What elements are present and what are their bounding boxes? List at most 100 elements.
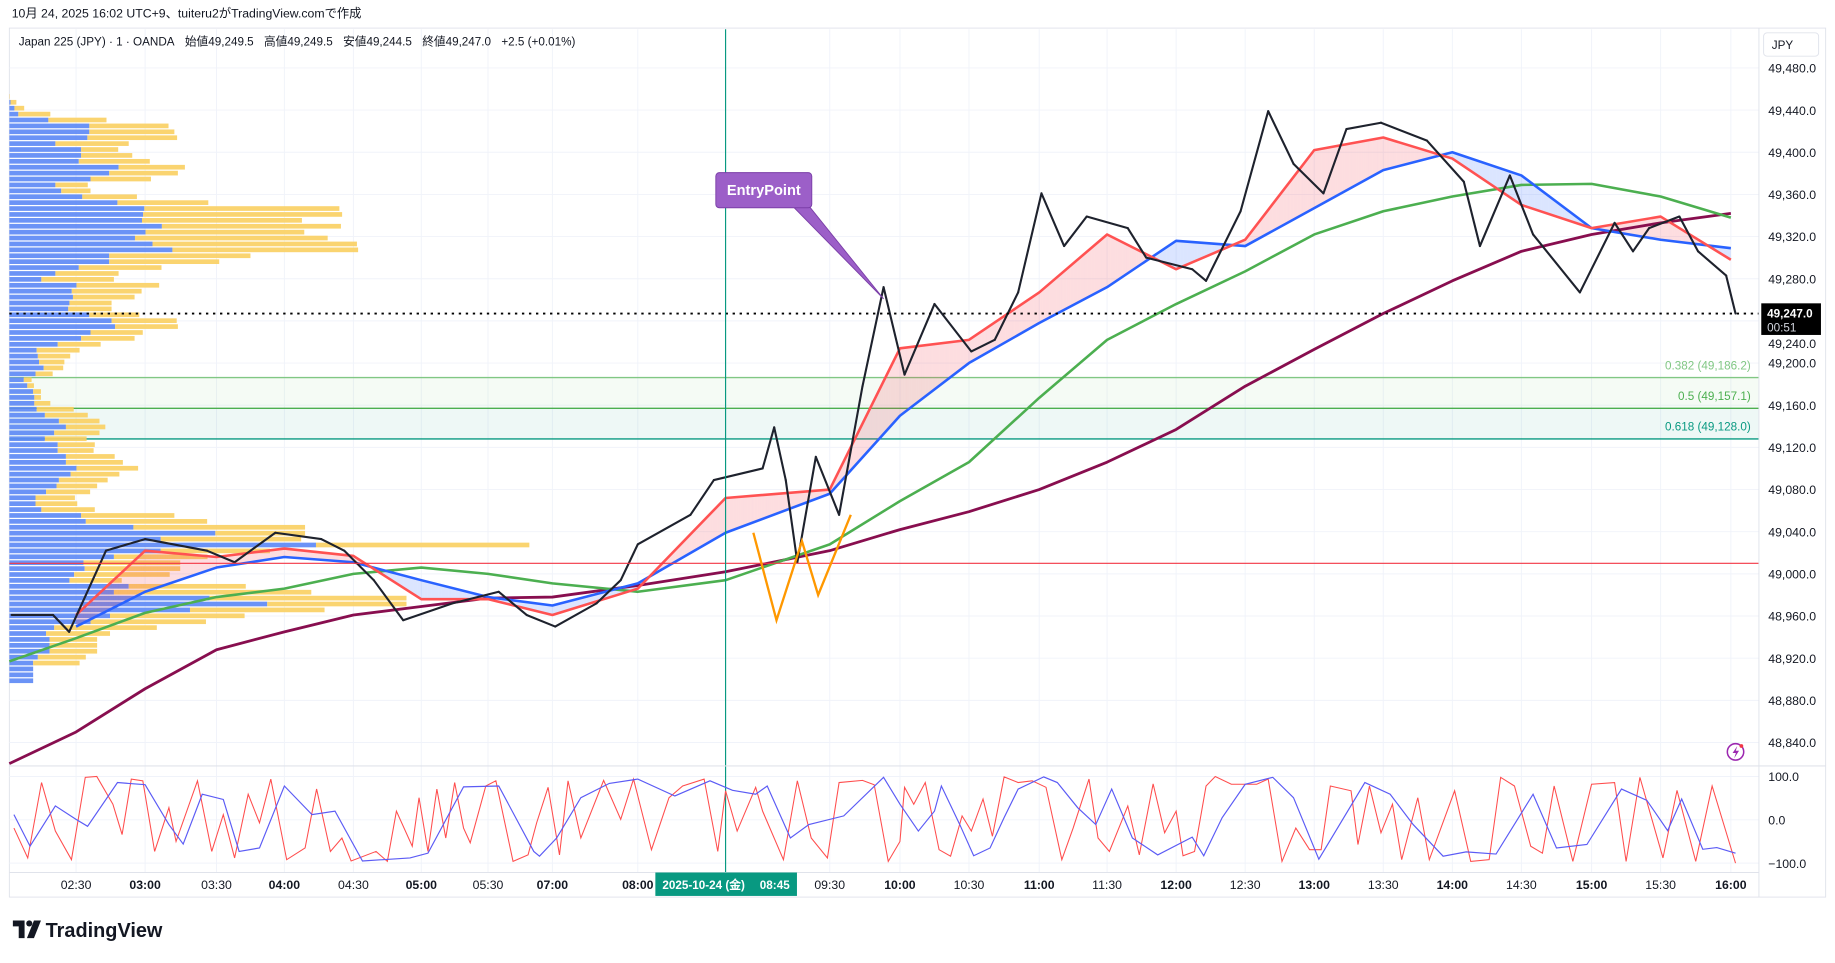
price-tick-label: 49,400.0	[1768, 146, 1816, 160]
currency-button[interactable]: JPY	[1764, 33, 1819, 56]
vp-down-bar	[33, 389, 41, 394]
cloud-slice-bull	[170, 553, 172, 584]
vp-down-bar	[115, 324, 178, 329]
vp-up-bar	[9, 159, 78, 164]
cloud-slice-bull	[907, 347, 909, 410]
close-point	[713, 479, 715, 481]
vp-up-bar	[9, 578, 69, 583]
vp-down-bar	[27, 383, 34, 388]
vp-up-bar	[9, 472, 70, 477]
cloud-slice-bull	[731, 497, 733, 530]
close-point	[762, 467, 764, 469]
vp-down-bar	[135, 236, 328, 241]
cloud-slice-bear	[1202, 243, 1204, 258]
close-point	[105, 550, 107, 552]
cloud-slice-bear	[1523, 176, 1525, 206]
cloud-slice-bull	[1398, 142, 1400, 166]
vp-down-bar	[133, 525, 305, 530]
time-tick-label: 08:00	[622, 878, 654, 892]
cloud-slice-bull	[123, 569, 125, 603]
cloud-slice-bull	[125, 567, 127, 602]
cloud-slice-bull	[1057, 275, 1059, 313]
vp-down-bar	[44, 366, 64, 371]
time-tick-label: 09:30	[814, 878, 845, 892]
vp-up-bar	[9, 513, 81, 518]
vp-down-bar	[45, 413, 88, 418]
cloud-slice-bull	[1413, 146, 1415, 162]
close-point	[144, 538, 146, 540]
cloud-slice-bull	[111, 580, 113, 609]
legend-symbol[interactable]: Japan 225 (JPY) · 1 · OANDA	[19, 36, 175, 49]
cloud-slice-bull	[933, 344, 935, 391]
vp-up-bar	[9, 525, 133, 530]
time-tick-label: 11:00	[1024, 878, 1055, 892]
cloud-slice-bull	[1324, 148, 1326, 203]
vp-up-bar	[9, 448, 57, 453]
cloud-slice-bull	[729, 497, 731, 531]
cloud-slice-bull	[989, 325, 991, 352]
cloud-slice-bull	[167, 553, 169, 585]
cloud-slice-bull	[1120, 241, 1122, 279]
close-point	[1063, 245, 1065, 247]
cloud-slice-bull	[1024, 301, 1026, 332]
cloud-slice-bear	[1537, 187, 1539, 211]
close-point	[883, 286, 885, 288]
time-tick-label: 13:00	[1299, 878, 1331, 892]
vp-down-bar	[34, 401, 50, 406]
cloud-slice-bull	[184, 554, 186, 579]
price-tick-label: 49,320.0	[1768, 230, 1816, 244]
cloud-slice-bull	[1396, 141, 1398, 166]
cloud-slice-bull	[984, 328, 986, 354]
cloud-slice-bull	[1314, 150, 1316, 208]
cloud-slice-bull	[1118, 240, 1120, 280]
cloud-slice-bull	[1019, 304, 1021, 334]
cloud-slice-bull	[958, 341, 960, 371]
cloud-slice-bull	[1101, 237, 1103, 290]
cloud-slice-bull	[1022, 303, 1024, 333]
vp-down-bar	[37, 348, 80, 353]
cloud-slice-bull	[1113, 237, 1115, 283]
cloud-slice-bull	[135, 558, 137, 597]
cloud-slice-bull	[1356, 142, 1358, 185]
vp-down-bar	[38, 354, 70, 359]
vp-down-bar	[153, 242, 357, 247]
vp-up-bar	[9, 177, 90, 182]
vp-down-bar	[71, 472, 120, 477]
close-point	[320, 538, 322, 540]
vp-up-bar	[9, 218, 142, 223]
vp-up-bar	[9, 194, 82, 199]
cloud-slice-bull	[1406, 144, 1408, 164]
vp-up-bar	[9, 283, 76, 288]
cloud-slice-bull	[1115, 239, 1117, 282]
cloud-slice-bull	[944, 343, 946, 382]
cloud-slice-bull	[1319, 149, 1321, 206]
vp-up-bar	[9, 566, 84, 571]
cloud-slice-bear	[1541, 190, 1543, 212]
cloud-slice-bear	[1534, 185, 1536, 210]
cloud-slice-bull	[898, 348, 900, 418]
cloud-slice-bear	[441, 585, 443, 599]
close-point	[994, 339, 996, 341]
vp-up-bar	[9, 360, 39, 365]
cloud-slice-bear	[418, 579, 420, 598]
vp-up-bar	[9, 466, 76, 471]
cloud-slice-bull	[1326, 148, 1328, 202]
price-tick-label: 48,920.0	[1768, 652, 1816, 666]
cloud-slice-bull	[1303, 162, 1305, 214]
time-tick-label: 03:30	[201, 878, 232, 892]
vp-up-bar	[9, 271, 55, 276]
cloud-slice-bull	[1064, 269, 1066, 310]
price-tick-label: 49,000.0	[1768, 568, 1816, 582]
vp-down-bar	[58, 448, 94, 453]
osc-tick-label: 0.0	[1768, 813, 1785, 827]
vp-down-bar	[35, 495, 74, 500]
vp-up-bar	[9, 348, 36, 353]
cloud-slice-bear	[1185, 242, 1187, 266]
cloud-slice-bear	[434, 583, 436, 599]
cloud-slice-bear	[1532, 183, 1534, 209]
cloud-slice-bull	[1317, 149, 1319, 207]
close-point	[1345, 128, 1347, 130]
lightning-icon[interactable]	[1727, 744, 1743, 760]
